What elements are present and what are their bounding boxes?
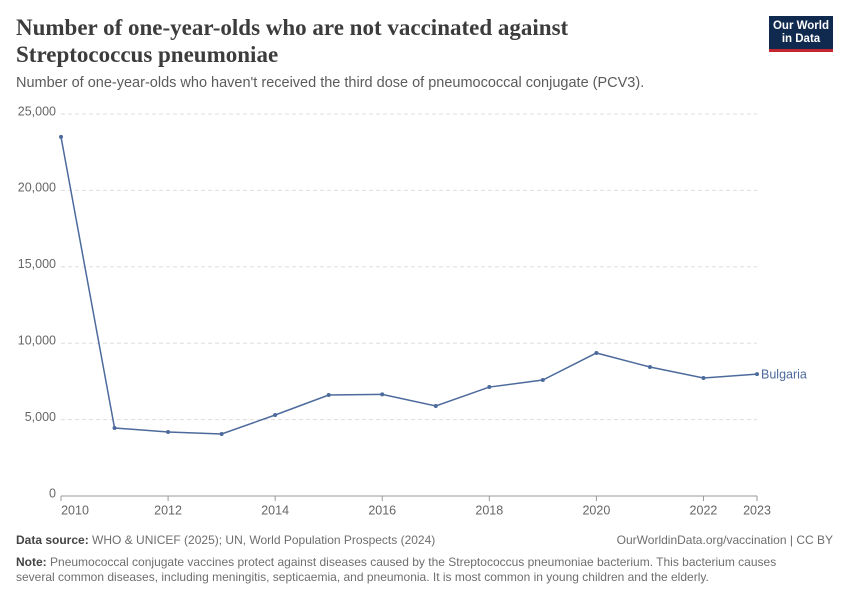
y-tick-label: 0 [49,486,56,500]
y-tick-label: 25,000 [18,104,56,118]
note: Note: Pneumococcal conjugate vaccines pr… [16,555,816,585]
chart-title: Number of one-year-olds who are not vacc… [16,15,569,67]
logo: Our World in Data [769,16,833,52]
point [166,429,171,434]
note-text: Pneumococcal conjugate vaccines protect … [16,555,777,584]
note-label: Note: [16,555,47,569]
point [59,134,63,139]
y-tick-label: 5,000 [25,410,56,424]
x-tick-label: 2023 [743,503,771,517]
point [380,392,385,397]
point [647,365,652,370]
point [701,376,706,381]
x-tick-label: 2016 [368,503,396,517]
point [326,392,331,397]
point [273,413,278,418]
line [60,136,758,435]
source-text: WHO & UNICEF (2025); UN, World Populatio… [92,533,436,547]
chart-subtitle: Number of one-year-olds who haven't rece… [16,75,645,91]
x-tick-label: 2020 [582,503,610,517]
y-tick-label: 15,000 [18,257,56,271]
point [594,350,599,355]
logo-line: Our World [772,20,829,32]
y-tick-label: 20,000 [18,181,56,195]
x-tick-label: 2014 [261,503,289,517]
url: OurWorldinData.org/vaccination | CC BY [616,533,833,547]
series-label: Bulgaria [761,367,807,381]
point [755,372,759,377]
x-tick-label: 2022 [690,503,718,517]
logo-line: in Data [781,33,821,45]
point [433,404,438,409]
point [219,431,224,436]
source: Data source: WHO & UNICEF (2025); UN, Wo… [16,533,435,548]
x-tick-label: 2018 [475,503,503,517]
point [540,378,545,383]
source-label: Data source: [16,533,89,547]
x-tick-label: 2012 [154,503,182,517]
x-tick-label: 2010 [61,503,89,517]
point [487,385,492,390]
point [112,426,117,431]
y-tick-label: 10,000 [18,333,56,347]
